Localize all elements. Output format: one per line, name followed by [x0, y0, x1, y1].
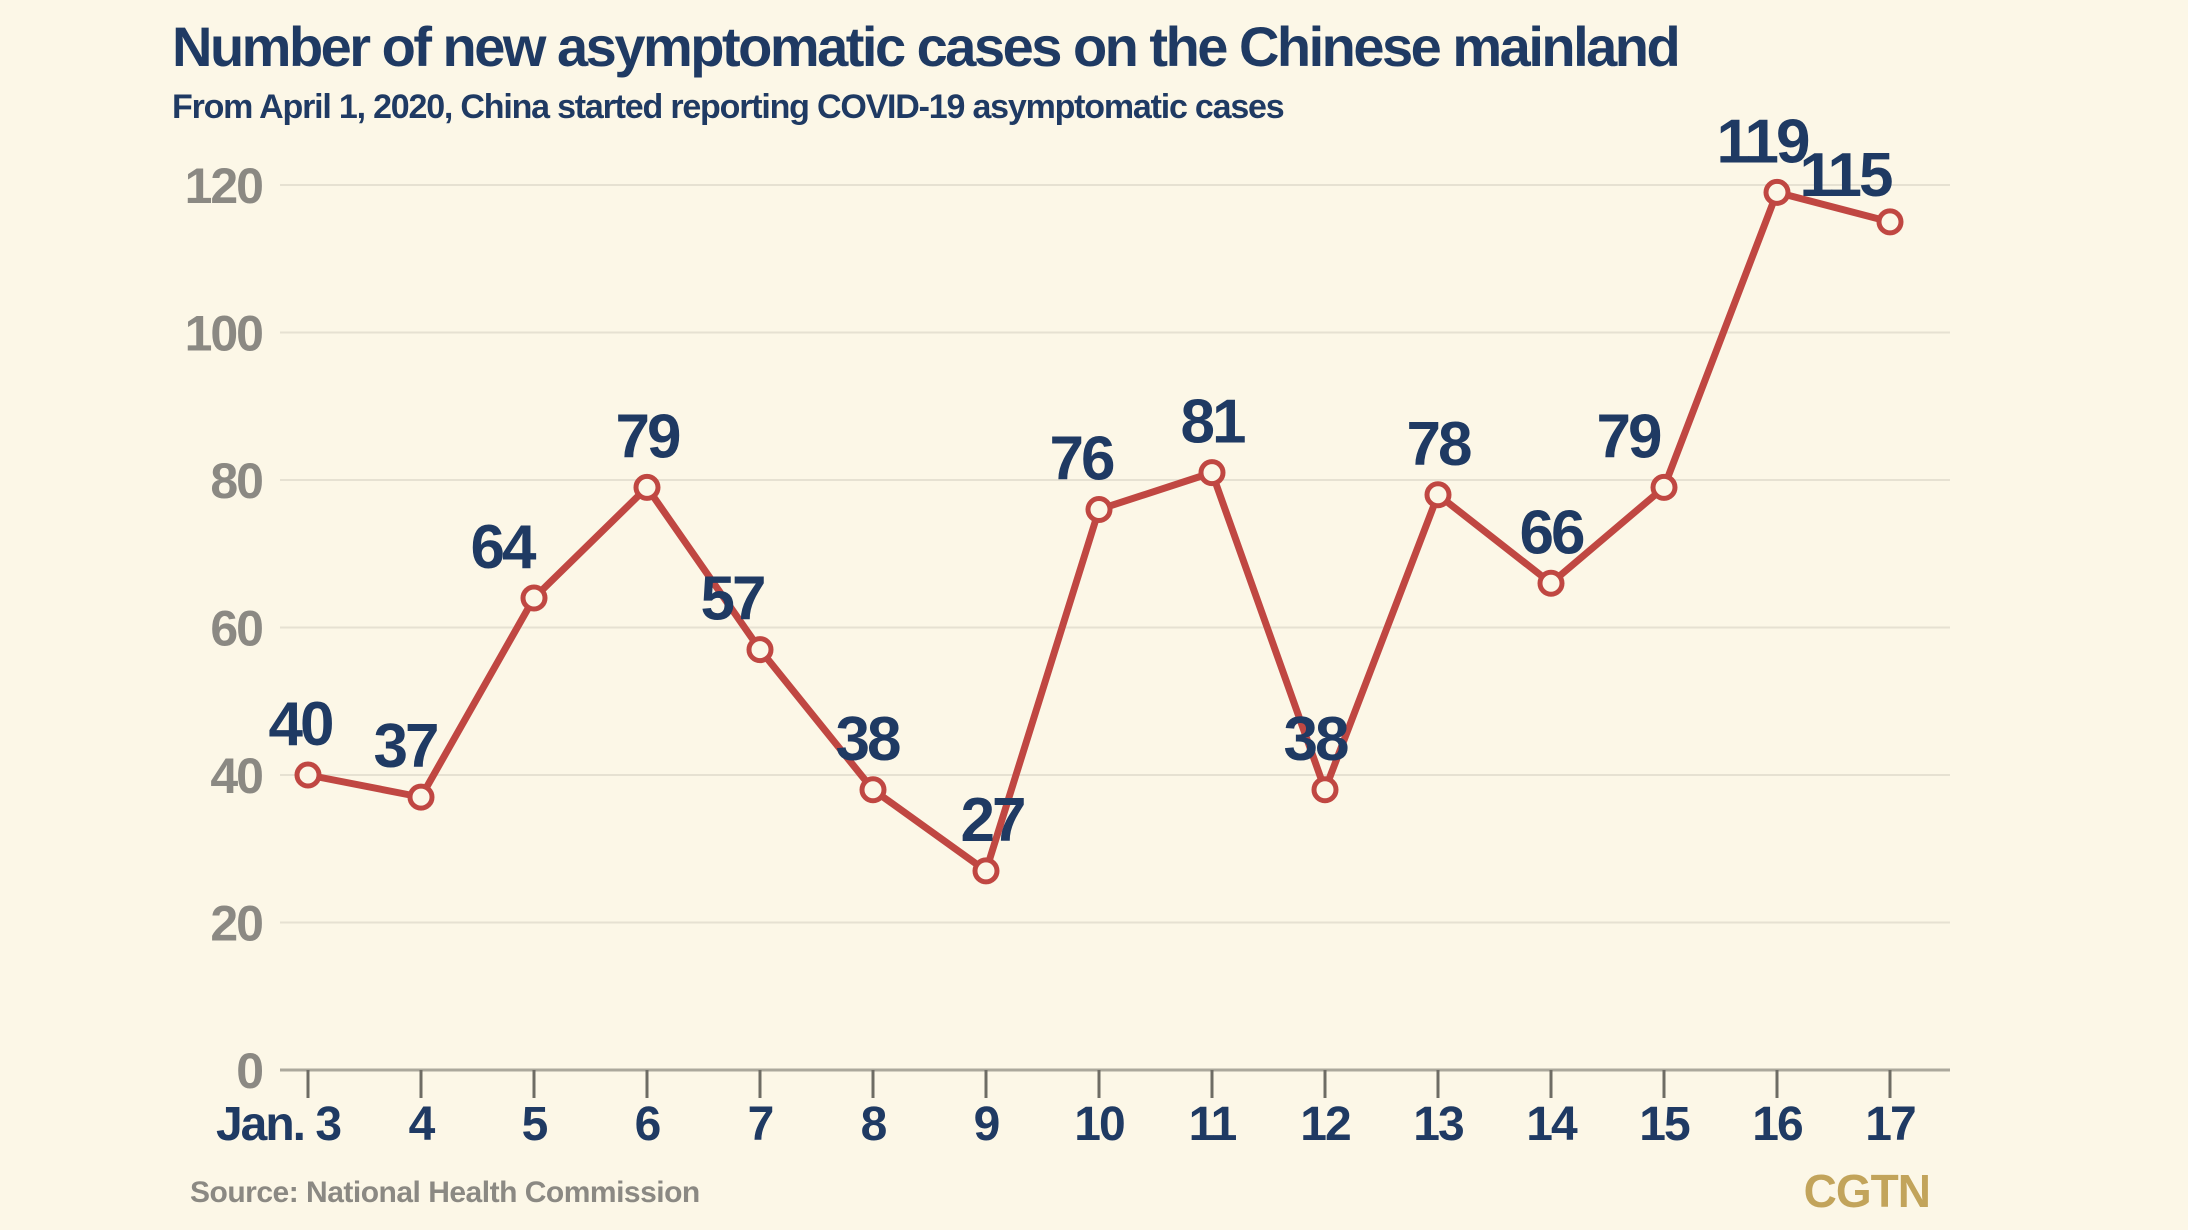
series-line: [304, 188, 1894, 875]
data-point-marker: [407, 783, 435, 811]
x-axis-tick-label: 14: [1526, 1098, 1578, 1151]
data-point-marker: [1424, 481, 1452, 509]
y-axis-tick-label: 40: [210, 748, 262, 804]
x-axis-tick-label: 4: [409, 1098, 436, 1151]
x-axis-tick-label: 8: [861, 1098, 887, 1151]
x-axis-tick-label: Jan. 3: [216, 1098, 340, 1151]
data-point-marker: [294, 761, 322, 789]
x-axis-tick-label: 11: [1189, 1098, 1237, 1151]
data-point-marker: [746, 636, 774, 664]
x-axis-tick-label: 13: [1413, 1098, 1463, 1151]
x-axis-tick-label: 6: [635, 1098, 660, 1151]
data-point-label: 66: [1520, 498, 1584, 567]
data-point-label: 81: [1181, 388, 1245, 457]
data-point-marker: [1876, 208, 1904, 236]
data-point-label: 76: [1050, 425, 1114, 494]
data-point-marker: [972, 857, 1000, 885]
data-point-marker: [1085, 496, 1113, 523]
data-point-label: 79: [1597, 402, 1661, 471]
chart-subtitle: From April 1, 2020, China started report…: [172, 88, 1285, 126]
data-point-marker: [1537, 569, 1565, 597]
data-point-marker: [633, 473, 661, 501]
data-point-marker: [1198, 459, 1226, 487]
x-axis-tick-label: 17: [1865, 1098, 1915, 1151]
data-point-marker: [520, 584, 548, 612]
x-axis-tick-label: 16: [1752, 1098, 1802, 1151]
data-point-label: 38: [1284, 705, 1348, 774]
x-axis-tick-label: 15: [1639, 1098, 1690, 1151]
source-note: Source: National Health Commission: [190, 1176, 700, 1209]
x-axis-tick-label: 9: [974, 1098, 999, 1151]
data-point-label: 115: [1799, 141, 1892, 210]
data-point-label: 37: [374, 712, 437, 781]
data-point-marker: [1650, 473, 1678, 501]
data-point-marker: [859, 776, 887, 804]
data-point-marker: [1311, 776, 1339, 804]
x-axis-tick-label: 7: [748, 1098, 773, 1151]
y-axis-tick-label: 100: [185, 306, 263, 362]
data-point-label: 64: [471, 513, 537, 582]
data-point-label: 27: [961, 786, 1024, 855]
data-point-label: 38: [836, 705, 900, 774]
cgtn-logo: CGTN: [1803, 1165, 1931, 1217]
data-point-label: 40: [269, 690, 332, 759]
y-axis-tick-label: 0: [236, 1043, 262, 1099]
data-point-label: 78: [1407, 410, 1471, 479]
data-point-label: 57: [701, 565, 764, 634]
y-axis-tick-label: 60: [210, 601, 262, 657]
data-point-label: 79: [616, 402, 680, 471]
data-point-marker: [1763, 178, 1791, 206]
y-axis-tick-label: 120: [185, 158, 263, 214]
y-axis-tick-label: 20: [210, 896, 262, 952]
x-axis-tick-label: 10: [1074, 1098, 1124, 1151]
chart-title: Number of new asymptomatic cases on the …: [172, 15, 1681, 78]
x-axis-tick-label: 12: [1300, 1098, 1350, 1151]
data-point-label: 119: [1716, 107, 1809, 176]
x-axis-tick-label: 5: [522, 1098, 548, 1151]
y-axis-tick-label: 80: [210, 453, 262, 509]
